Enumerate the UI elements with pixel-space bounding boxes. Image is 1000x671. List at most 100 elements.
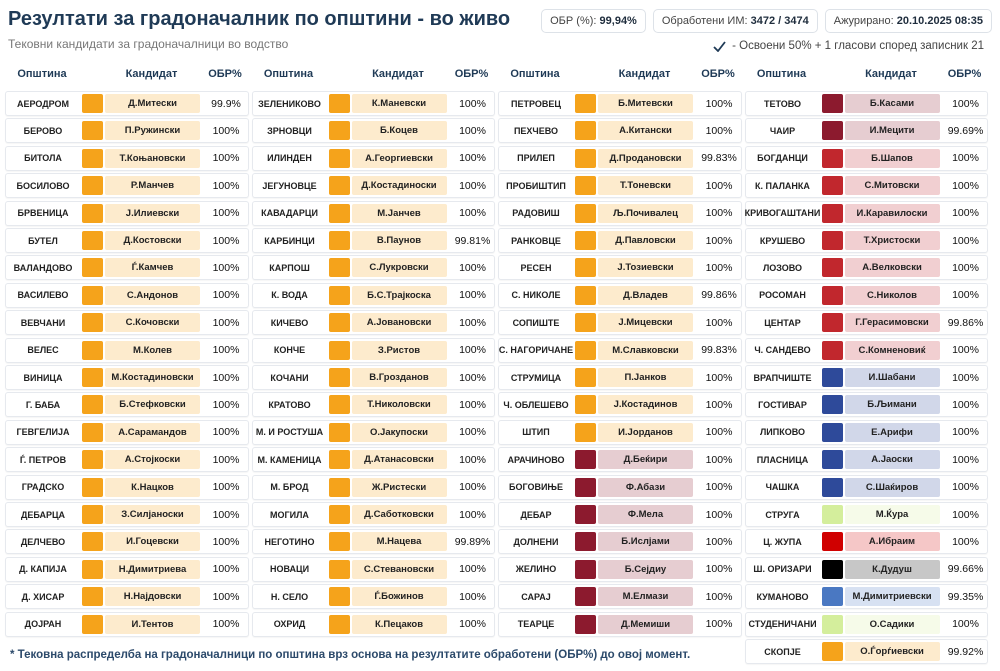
result-row: ЛОЗОВО А.Велковски 100% [744, 255, 988, 281]
party-swatch [821, 203, 843, 223]
column-header: ОБР% [701, 68, 735, 80]
obr-percent: 100% [212, 234, 240, 247]
obr-percent: 100% [705, 426, 733, 439]
party-swatch [821, 121, 843, 141]
candidate: Љ.Почивалец [598, 203, 693, 223]
candidate: В.Паунов [351, 231, 447, 250]
column-header: ОБР% [454, 68, 489, 80]
municipality: К. ПАЛАНКА [755, 180, 810, 191]
obr-percent: 100% [952, 508, 979, 521]
party-swatch [821, 231, 843, 250]
result-row: Н. СЕЛО Ѓ.Божинов 100% [251, 584, 495, 610]
municipality: ЦЕНТАР [764, 317, 801, 328]
municipality: РАНКОВЦЕ [511, 235, 561, 246]
result-row: КРИВОГАШТАНИ И.Каравилоски 100% [744, 200, 988, 226]
party-swatch [575, 368, 596, 387]
result-row: МОГИЛА Д.Саботковски 100% [251, 502, 495, 527]
obr-percent: 100% [705, 261, 733, 274]
obr-percent: 100% [459, 481, 486, 494]
candidate: И.Гоцевски [105, 532, 200, 552]
column-header: Општина [756, 68, 807, 80]
obr-percent: 100% [705, 535, 733, 548]
obr-percent: 100% [705, 481, 733, 494]
obr-percent: 100% [212, 289, 240, 302]
badge: Обработени ИМ: 3472 / 3474 [652, 9, 818, 33]
result-row: ДОЈРАН И.Тентов 100% [5, 611, 249, 637]
obr-percent: 100% [952, 398, 979, 411]
obr-percent: 100% [705, 508, 733, 521]
party-swatch [328, 559, 350, 579]
obr-percent: 100% [705, 398, 733, 411]
municipality: ТЕТОВО [763, 98, 802, 109]
candidate: Ѓ.Божинов [351, 587, 447, 607]
page-subtitle: Тековни кандидати за градоначалници во в… [8, 37, 289, 51]
party-swatch [575, 587, 596, 607]
municipality: СКОПЈЕ [764, 646, 801, 657]
candidate: Ф.Мела [598, 505, 693, 524]
obr-percent: 100% [459, 261, 486, 274]
result-row: ВИНИЦА М.Костадиновски 100% [5, 365, 249, 390]
candidate: М.Нацева [351, 532, 447, 552]
municipality: КАВАДАРЦИ [261, 208, 318, 219]
candidate: Д.Костадиноски [351, 176, 447, 196]
obr-percent: 100% [459, 289, 486, 302]
result-row: ТЕАРЦЕ Д.Мемиши 100% [498, 611, 742, 637]
party-swatch [82, 176, 103, 196]
obr-percent: 100% [952, 344, 979, 357]
obr-percent: 100% [212, 590, 240, 603]
obr-percent: 99.9% [211, 97, 241, 110]
candidate: И.Мецити [844, 121, 940, 141]
badge-label: ОБР (%): [550, 15, 597, 27]
obr-percent: 100% [952, 481, 979, 494]
result-row: БОГДАНЦИ Б.Шапов 100% [744, 145, 988, 171]
result-row: К. ВОДА Б.С.Трајкоска 100% [251, 282, 495, 308]
obr-percent: 100% [459, 371, 486, 384]
candidate: П.Јанков [598, 368, 693, 387]
badge: Ажурирано: 20.10.2025 08:35 [824, 9, 992, 33]
obr-percent: 100% [212, 207, 240, 220]
municipality: НЕГОТИНО [264, 536, 315, 547]
party-swatch [82, 368, 103, 387]
party-swatch [821, 532, 843, 552]
badge-label: Ажурирано: [833, 15, 894, 27]
result-row: КИЧЕВО А.Јовановски 100% [251, 310, 495, 336]
result-row: ЛИПКОВО Е.Арифи 100% [744, 419, 988, 445]
obr-percent: 100% [952, 97, 979, 110]
party-swatch [82, 587, 103, 607]
municipality: КРИВОГАШТАНИ [744, 208, 821, 219]
party-swatch [328, 313, 350, 333]
column-header: Општина [17, 68, 67, 80]
obr-percent: 100% [459, 453, 486, 466]
municipality: СТРУГА [765, 509, 800, 520]
party-swatch [821, 450, 843, 470]
party-swatch [328, 587, 350, 607]
candidate: Д.Атанасовски [351, 450, 447, 470]
obr-percent: 100% [952, 371, 979, 384]
badge-value: 3472 / 3474 [750, 15, 809, 27]
check-icon [713, 40, 726, 52]
municipality: ГРАДСКО [21, 482, 65, 493]
municipality: ВАСИЛЕВО [17, 290, 69, 301]
party-swatch [82, 340, 103, 360]
candidate: Б.Коцев [351, 121, 447, 141]
result-row: ВРАПЧИШТЕ И.Шабани 100% [744, 365, 988, 390]
result-row: ЗРНОВЦИ Б.Коцев 100% [251, 118, 495, 144]
obr-percent: 99.86% [701, 289, 737, 302]
candidate: А.Сарамандов [105, 422, 200, 442]
candidate: О.Садики [844, 614, 940, 634]
result-row: РАНКОВЦЕ Д.Павловски 100% [498, 228, 742, 253]
result-row: ЈЕГУНОВЦЕ Д.Костадиноски 100% [251, 173, 495, 199]
party-swatch [575, 505, 596, 524]
party-swatch [82, 231, 103, 250]
municipality: СОПИШТЕ [512, 317, 560, 328]
municipality: НОВАЦИ [269, 564, 310, 575]
municipality: ЛОЗОВО [762, 262, 803, 273]
candidate: М.Колев [105, 340, 200, 360]
party-swatch [821, 395, 843, 415]
municipality: СТРУМИЦА [510, 372, 562, 383]
candidate: С.Кочовски [105, 313, 200, 333]
obr-percent: 100% [212, 618, 240, 631]
page-title: Резултати за градоначалник по општини - … [8, 8, 511, 30]
result-row: Ц. ЖУПА А.Ибраим 100% [744, 529, 988, 555]
result-row: ПЛАСНИЦА А.Јаоски 100% [744, 447, 988, 473]
